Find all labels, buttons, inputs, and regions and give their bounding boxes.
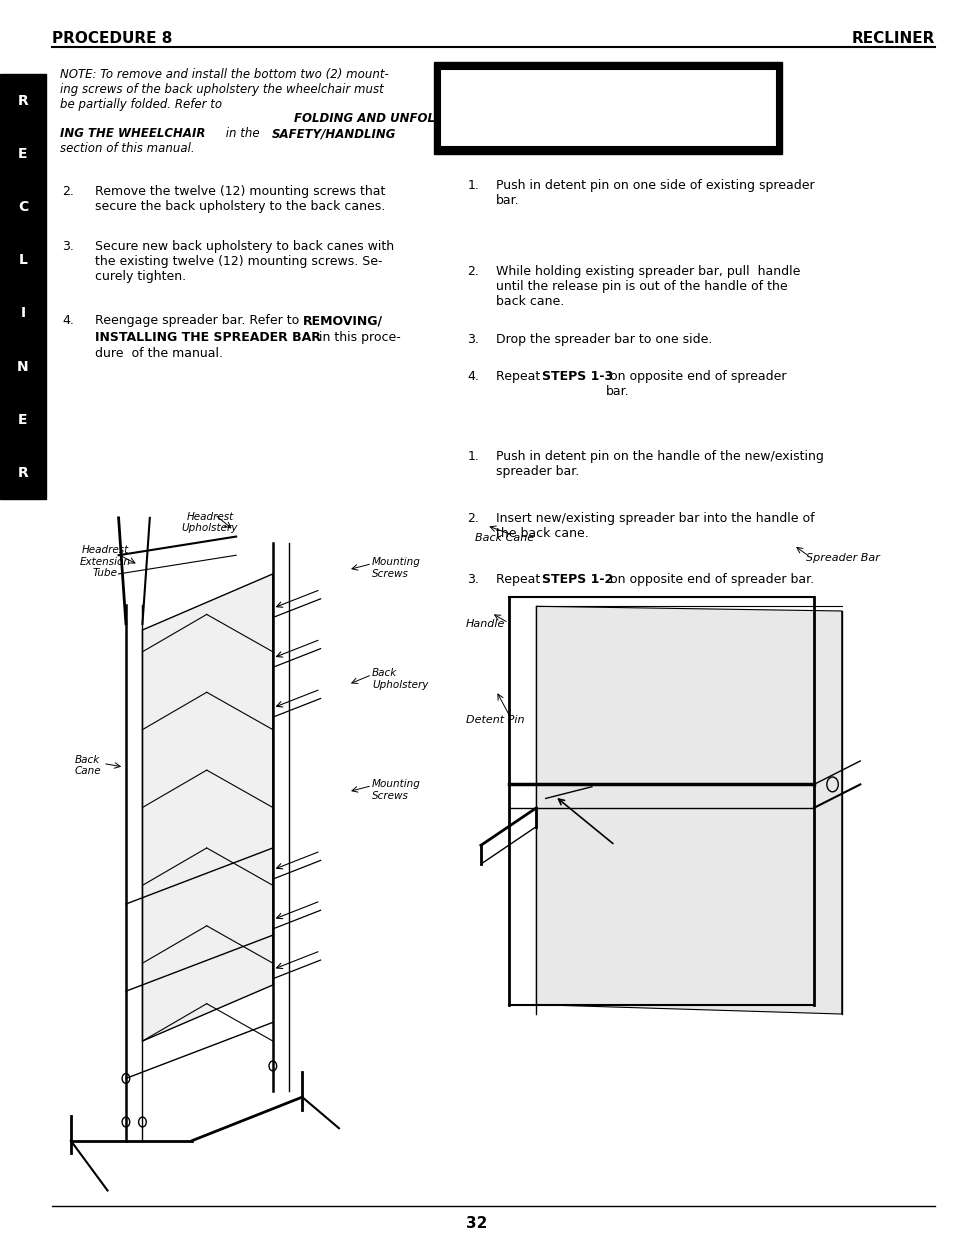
Text: STEPS 1-2: STEPS 1-2: [541, 573, 613, 587]
Text: Handle: Handle: [465, 619, 504, 629]
Text: 1.: 1.: [467, 179, 478, 191]
Text: Back
Cane: Back Cane: [74, 755, 101, 777]
Text: in this proce-: in this proce-: [314, 331, 400, 343]
Text: 3.: 3.: [62, 241, 73, 253]
Text: Headrest
Extension
Tube: Headrest Extension Tube: [79, 545, 131, 578]
Text: 2.: 2.: [62, 185, 73, 198]
Text: 2.: 2.: [467, 511, 478, 525]
Text: E: E: [18, 412, 28, 427]
Text: Reengage spreader bar. Refer to: Reengage spreader bar. Refer to: [95, 315, 303, 327]
Text: N: N: [17, 359, 29, 373]
Text: Repeat: Repeat: [496, 573, 544, 587]
Text: Push in detent pin on one side of existing spreader
bar.: Push in detent pin on one side of existi…: [496, 179, 814, 206]
Text: 4.: 4.: [62, 315, 73, 327]
Text: 32: 32: [466, 1216, 487, 1231]
Polygon shape: [536, 606, 841, 1014]
Text: I: I: [20, 306, 26, 320]
Bar: [0, 74, 46, 499]
Text: Mounting
Screws: Mounting Screws: [372, 779, 420, 802]
Text: PROCEDURE 8: PROCEDURE 8: [52, 31, 172, 46]
Text: 2.: 2.: [467, 266, 478, 278]
Text: 3.: 3.: [467, 573, 478, 587]
Text: Drop the spreader bar to one side.: Drop the spreader bar to one side.: [496, 333, 712, 346]
Text: SAFETY/HANDLING: SAFETY/HANDLING: [272, 127, 395, 140]
Text: Repeat: Repeat: [496, 370, 544, 383]
Text: While holding existing spreader bar, pull  handle
until the release pin is out o: While holding existing spreader bar, pul…: [496, 266, 800, 309]
Text: Secure new back upholstery to back canes with
the existing twelve (12) mounting : Secure new back upholstery to back canes…: [95, 241, 395, 284]
Text: REMOVING/: REMOVING/: [303, 315, 383, 327]
Text: Detent Pin: Detent Pin: [465, 715, 523, 725]
Text: INSTALLING THE SPREADER BAR: INSTALLING THE SPREADER BAR: [95, 331, 321, 343]
Text: 1.: 1.: [467, 451, 478, 463]
Bar: [439, 69, 776, 147]
Text: on opposite end of spreader
bar.: on opposite end of spreader bar.: [605, 370, 785, 398]
Bar: [434, 62, 781, 154]
Text: Headrest
Upholstery: Headrest Upholstery: [181, 511, 238, 534]
Text: dure  of the manual.: dure of the manual.: [95, 347, 223, 359]
Text: C: C: [18, 200, 28, 214]
Text: Push in detent pin on the handle of the new/existing
spreader bar.: Push in detent pin on the handle of the …: [496, 451, 823, 478]
Text: R: R: [17, 94, 29, 107]
Text: STEPS 1-3: STEPS 1-3: [541, 370, 613, 383]
Text: FOLDING AND UNFOLD-: FOLDING AND UNFOLD-: [294, 112, 449, 125]
Text: section of this manual.: section of this manual.: [60, 142, 194, 154]
Text: in the: in the: [222, 127, 263, 140]
Text: Insert new/existing spreader bar into the handle of
the back cane.: Insert new/existing spreader bar into th…: [496, 511, 814, 540]
Text: Spreader Bar: Spreader Bar: [805, 552, 879, 562]
Text: Mounting
Screws: Mounting Screws: [372, 557, 420, 579]
Text: Back
Upholstery: Back Upholstery: [372, 668, 428, 690]
Text: NOTE: To remove and install the bottom two (2) mount-
ing screws of the back uph: NOTE: To remove and install the bottom t…: [60, 68, 389, 111]
Text: R: R: [17, 466, 29, 480]
Text: E: E: [18, 147, 28, 161]
Text: Back Cane: Back Cane: [475, 532, 534, 543]
Text: 4.: 4.: [467, 370, 478, 383]
Text: on opposite end of spreader bar.: on opposite end of spreader bar.: [605, 573, 813, 587]
Text: 3.: 3.: [467, 333, 478, 346]
Text: RECLINER: RECLINER: [851, 31, 934, 46]
Text: ING THE WHEELCHAIR: ING THE WHEELCHAIR: [60, 127, 205, 140]
Polygon shape: [142, 574, 273, 1041]
Text: Remove the twelve (12) mounting screws that
secure the back upholstery to the ba: Remove the twelve (12) mounting screws t…: [95, 185, 385, 212]
Text: L: L: [18, 253, 28, 267]
